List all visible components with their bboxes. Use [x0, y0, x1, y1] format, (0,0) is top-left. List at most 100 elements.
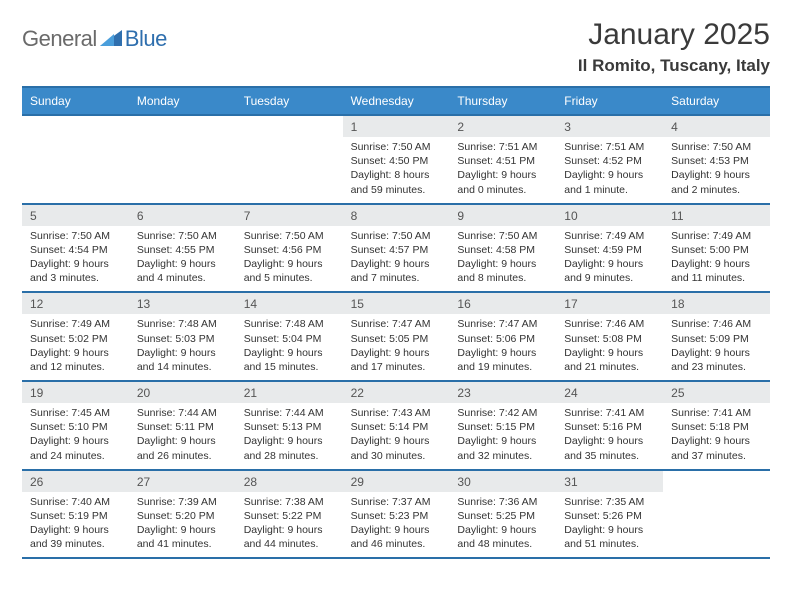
daylight-text: Daylight: 9 hours and 8 minutes. [457, 257, 548, 285]
calendar-cell: 27Sunrise: 7:39 AMSunset: 5:20 PMDayligh… [129, 471, 236, 558]
sunrise-text: Sunrise: 7:48 AM [137, 317, 228, 331]
day-details: Sunrise: 7:39 AMSunset: 5:20 PMDaylight:… [129, 492, 236, 558]
sunrise-text: Sunrise: 7:47 AM [457, 317, 548, 331]
sunset-text: Sunset: 5:22 PM [244, 509, 335, 523]
daylight-text: Daylight: 9 hours and 28 minutes. [244, 434, 335, 462]
calendar-cell: 10Sunrise: 7:49 AMSunset: 4:59 PMDayligh… [556, 205, 663, 292]
calendar-cell: 7Sunrise: 7:50 AMSunset: 4:56 PMDaylight… [236, 205, 343, 292]
sunrise-text: Sunrise: 7:47 AM [351, 317, 442, 331]
sunrise-text: Sunrise: 7:50 AM [351, 229, 442, 243]
daylight-text: Daylight: 9 hours and 30 minutes. [351, 434, 442, 462]
sunset-text: Sunset: 5:23 PM [351, 509, 442, 523]
sunrise-text: Sunrise: 7:37 AM [351, 495, 442, 509]
dayname-thursday: Thursday [449, 88, 556, 114]
day-number: 15 [343, 293, 450, 314]
daylight-text: Daylight: 9 hours and 1 minute. [564, 168, 655, 196]
sunset-text: Sunset: 5:08 PM [564, 332, 655, 346]
sunrise-text: Sunrise: 7:49 AM [671, 229, 762, 243]
sunrise-text: Sunrise: 7:49 AM [30, 317, 121, 331]
sunrise-text: Sunrise: 7:49 AM [564, 229, 655, 243]
sunset-text: Sunset: 5:05 PM [351, 332, 442, 346]
sunrise-text: Sunrise: 7:42 AM [457, 406, 548, 420]
sunrise-text: Sunrise: 7:46 AM [671, 317, 762, 331]
sunrise-text: Sunrise: 7:50 AM [244, 229, 335, 243]
sunrise-text: Sunrise: 7:41 AM [564, 406, 655, 420]
daylight-text: Daylight: 9 hours and 37 minutes. [671, 434, 762, 462]
dayname-sunday: Sunday [22, 88, 129, 114]
day-details: Sunrise: 7:51 AMSunset: 4:51 PMDaylight:… [449, 137, 556, 203]
daylight-text: Daylight: 9 hours and 24 minutes. [30, 434, 121, 462]
day-number: 10 [556, 205, 663, 226]
day-details: Sunrise: 7:47 AMSunset: 5:06 PMDaylight:… [449, 314, 556, 380]
week-row: 1Sunrise: 7:50 AMSunset: 4:50 PMDaylight… [22, 116, 770, 205]
day-details: Sunrise: 7:50 AMSunset: 4:55 PMDaylight:… [129, 226, 236, 292]
daylight-text: Daylight: 9 hours and 26 minutes. [137, 434, 228, 462]
day-details: Sunrise: 7:37 AMSunset: 5:23 PMDaylight:… [343, 492, 450, 558]
day-details: Sunrise: 7:48 AMSunset: 5:04 PMDaylight:… [236, 314, 343, 380]
calendar-cell: 20Sunrise: 7:44 AMSunset: 5:11 PMDayligh… [129, 382, 236, 469]
day-details: Sunrise: 7:45 AMSunset: 5:10 PMDaylight:… [22, 403, 129, 469]
sunset-text: Sunset: 5:18 PM [671, 420, 762, 434]
calendar-cell: 30Sunrise: 7:36 AMSunset: 5:25 PMDayligh… [449, 471, 556, 558]
daylight-text: Daylight: 9 hours and 46 minutes. [351, 523, 442, 551]
calendar-cell: 4Sunrise: 7:50 AMSunset: 4:53 PMDaylight… [663, 116, 770, 203]
day-number: 27 [129, 471, 236, 492]
day-number: 18 [663, 293, 770, 314]
sunset-text: Sunset: 5:06 PM [457, 332, 548, 346]
dayname-saturday: Saturday [663, 88, 770, 114]
day-details: Sunrise: 7:49 AMSunset: 5:00 PMDaylight:… [663, 226, 770, 292]
week-row: 19Sunrise: 7:45 AMSunset: 5:10 PMDayligh… [22, 382, 770, 471]
sunset-text: Sunset: 5:15 PM [457, 420, 548, 434]
calendar-cell-empty [22, 116, 129, 203]
day-details: Sunrise: 7:49 AMSunset: 5:02 PMDaylight:… [22, 314, 129, 380]
day-details: Sunrise: 7:44 AMSunset: 5:11 PMDaylight:… [129, 403, 236, 469]
sunset-text: Sunset: 4:50 PM [351, 154, 442, 168]
sunrise-text: Sunrise: 7:35 AM [564, 495, 655, 509]
sunset-text: Sunset: 5:26 PM [564, 509, 655, 523]
calendar-cell: 13Sunrise: 7:48 AMSunset: 5:03 PMDayligh… [129, 293, 236, 380]
day-details: Sunrise: 7:49 AMSunset: 4:59 PMDaylight:… [556, 226, 663, 292]
calendar-cell-empty [129, 116, 236, 203]
day-details: Sunrise: 7:38 AMSunset: 5:22 PMDaylight:… [236, 492, 343, 558]
calendar: SundayMondayTuesdayWednesdayThursdayFrid… [22, 86, 770, 559]
calendar-weeks: 1Sunrise: 7:50 AMSunset: 4:50 PMDaylight… [22, 116, 770, 559]
day-number: 2 [449, 116, 556, 137]
calendar-cell: 6Sunrise: 7:50 AMSunset: 4:55 PMDaylight… [129, 205, 236, 292]
sunrise-text: Sunrise: 7:50 AM [351, 140, 442, 154]
sunrise-text: Sunrise: 7:36 AM [457, 495, 548, 509]
sunset-text: Sunset: 4:59 PM [564, 243, 655, 257]
sunset-text: Sunset: 5:14 PM [351, 420, 442, 434]
day-number: 29 [343, 471, 450, 492]
calendar-cell: 25Sunrise: 7:41 AMSunset: 5:18 PMDayligh… [663, 382, 770, 469]
daylight-text: Daylight: 9 hours and 4 minutes. [137, 257, 228, 285]
calendar-cell: 24Sunrise: 7:41 AMSunset: 5:16 PMDayligh… [556, 382, 663, 469]
calendar-cell: 23Sunrise: 7:42 AMSunset: 5:15 PMDayligh… [449, 382, 556, 469]
sunset-text: Sunset: 4:52 PM [564, 154, 655, 168]
sunrise-text: Sunrise: 7:50 AM [457, 229, 548, 243]
calendar-cell: 28Sunrise: 7:38 AMSunset: 5:22 PMDayligh… [236, 471, 343, 558]
sunset-text: Sunset: 5:25 PM [457, 509, 548, 523]
sunset-text: Sunset: 4:55 PM [137, 243, 228, 257]
daylight-text: Daylight: 9 hours and 2 minutes. [671, 168, 762, 196]
sunrise-text: Sunrise: 7:39 AM [137, 495, 228, 509]
dayname-friday: Friday [556, 88, 663, 114]
calendar-cell: 26Sunrise: 7:40 AMSunset: 5:19 PMDayligh… [22, 471, 129, 558]
day-number: 8 [343, 205, 450, 226]
daylight-text: Daylight: 9 hours and 35 minutes. [564, 434, 655, 462]
page-title: January 2025 [578, 18, 770, 52]
calendar-cell: 14Sunrise: 7:48 AMSunset: 5:04 PMDayligh… [236, 293, 343, 380]
calendar-cell: 21Sunrise: 7:44 AMSunset: 5:13 PMDayligh… [236, 382, 343, 469]
day-details: Sunrise: 7:42 AMSunset: 5:15 PMDaylight:… [449, 403, 556, 469]
week-row: 26Sunrise: 7:40 AMSunset: 5:19 PMDayligh… [22, 471, 770, 560]
daylight-text: Daylight: 9 hours and 32 minutes. [457, 434, 548, 462]
sunset-text: Sunset: 4:58 PM [457, 243, 548, 257]
daylight-text: Daylight: 9 hours and 44 minutes. [244, 523, 335, 551]
sunrise-text: Sunrise: 7:46 AM [564, 317, 655, 331]
calendar-cell: 31Sunrise: 7:35 AMSunset: 5:26 PMDayligh… [556, 471, 663, 558]
day-details: Sunrise: 7:43 AMSunset: 5:14 PMDaylight:… [343, 403, 450, 469]
sunrise-text: Sunrise: 7:41 AM [671, 406, 762, 420]
sunset-text: Sunset: 5:20 PM [137, 509, 228, 523]
page-subtitle: Il Romito, Tuscany, Italy [578, 56, 770, 76]
day-details: Sunrise: 7:44 AMSunset: 5:13 PMDaylight:… [236, 403, 343, 469]
logo: General Blue [22, 18, 167, 52]
